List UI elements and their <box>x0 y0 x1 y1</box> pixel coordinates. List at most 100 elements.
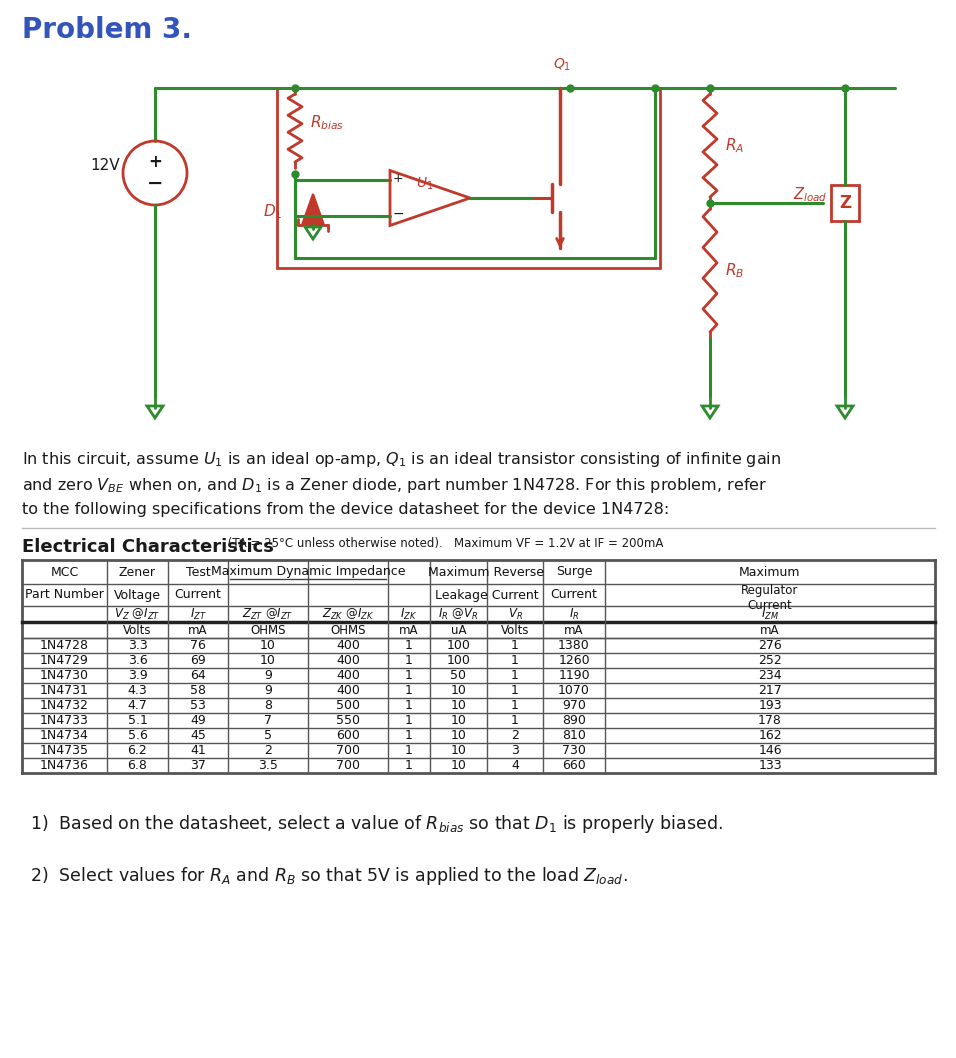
Text: 970: 970 <box>562 699 586 712</box>
Text: 37: 37 <box>190 759 206 772</box>
Text: 9: 9 <box>264 685 272 697</box>
Text: 45: 45 <box>190 729 206 742</box>
Text: 1: 1 <box>405 729 413 742</box>
Text: $R_{bias}$: $R_{bias}$ <box>310 113 344 132</box>
Text: 1: 1 <box>405 699 413 712</box>
Text: 10: 10 <box>450 759 467 772</box>
Text: Part Number: Part Number <box>25 588 104 602</box>
Text: Voltage: Voltage <box>114 588 161 602</box>
Text: 1: 1 <box>511 669 519 682</box>
Text: Regulator
Current: Regulator Current <box>741 584 798 612</box>
Text: and zero $V_{BE}$ when on, and $D_1$ is a Zener diode, part number 1N4728. For t: and zero $V_{BE}$ when on, and $D_1$ is … <box>22 476 768 495</box>
Text: $Z_{ZK}\ @I_{ZK}$: $Z_{ZK}\ @I_{ZK}$ <box>322 606 374 621</box>
Text: mA: mA <box>188 623 207 637</box>
Text: 730: 730 <box>562 744 586 758</box>
Text: 8: 8 <box>264 699 272 712</box>
Text: 1: 1 <box>511 699 519 712</box>
Text: 3: 3 <box>511 744 519 758</box>
Text: Current: Current <box>175 588 222 602</box>
Text: 69: 69 <box>190 654 206 667</box>
Polygon shape <box>302 194 324 225</box>
Text: 5.6: 5.6 <box>127 729 147 742</box>
Text: 1N4735: 1N4735 <box>40 744 89 758</box>
Text: Current: Current <box>551 588 598 602</box>
Text: 53: 53 <box>190 699 206 712</box>
Text: 400: 400 <box>337 654 360 667</box>
Text: $Z_{ZT}\ @I_{ZT}$: $Z_{ZT}\ @I_{ZT}$ <box>242 606 293 621</box>
Text: 58: 58 <box>190 685 206 697</box>
Bar <box>831 185 859 221</box>
Text: uA: uA <box>450 623 467 637</box>
Text: 660: 660 <box>562 759 586 772</box>
Text: 5.1: 5.1 <box>127 714 147 727</box>
Text: 1260: 1260 <box>558 654 590 667</box>
Text: 100: 100 <box>446 639 470 652</box>
Text: 500: 500 <box>336 699 360 712</box>
Text: $R_A$: $R_A$ <box>725 136 744 154</box>
Text: 64: 64 <box>190 669 206 682</box>
Text: 162: 162 <box>758 729 782 742</box>
Text: 1: 1 <box>511 639 519 652</box>
Text: $I_R\ @V_R$: $I_R\ @V_R$ <box>439 606 479 621</box>
Text: 5: 5 <box>264 729 272 742</box>
Text: Maximum Dynamic Impedance: Maximum Dynamic Impedance <box>210 565 405 579</box>
Text: 234: 234 <box>758 669 782 682</box>
Text: 76: 76 <box>190 639 206 652</box>
Text: (TA = 25°C unless otherwise noted).   Maximum VF = 1.2V at IF = 200mA: (TA = 25°C unless otherwise noted). Maxi… <box>224 537 663 550</box>
Text: $R_B$: $R_B$ <box>725 261 744 280</box>
Text: Electrical Characteristics: Electrical Characteristics <box>22 539 273 557</box>
Text: $V_Z\ @I_{ZT}$: $V_Z\ @I_{ZT}$ <box>115 606 161 621</box>
Text: Zener: Zener <box>119 565 156 579</box>
Text: 1: 1 <box>405 744 413 758</box>
Text: 50: 50 <box>450 669 467 682</box>
Text: 12V: 12V <box>90 158 120 172</box>
Text: 1: 1 <box>511 685 519 697</box>
Text: 2: 2 <box>511 729 519 742</box>
Text: 7: 7 <box>264 714 272 727</box>
Text: 133: 133 <box>758 759 782 772</box>
Text: Volts: Volts <box>123 623 152 637</box>
Text: 10: 10 <box>450 744 467 758</box>
Text: 3.3: 3.3 <box>127 639 147 652</box>
Text: 1N4733: 1N4733 <box>40 714 89 727</box>
Text: $U_1$: $U_1$ <box>416 176 434 193</box>
Text: Maximum: Maximum <box>739 565 801 579</box>
Text: OHMS: OHMS <box>250 623 286 637</box>
Text: 1380: 1380 <box>558 639 590 652</box>
Text: −: − <box>392 207 403 221</box>
Text: 700: 700 <box>336 759 360 772</box>
Text: $Q_1$: $Q_1$ <box>553 56 571 73</box>
Text: Volts: Volts <box>501 623 530 637</box>
Text: 276: 276 <box>758 639 782 652</box>
Text: 10: 10 <box>450 729 467 742</box>
Text: 1N4736: 1N4736 <box>40 759 89 772</box>
Text: $Z_{load}$: $Z_{load}$ <box>793 185 827 204</box>
Text: 1190: 1190 <box>558 669 590 682</box>
Text: 10: 10 <box>260 639 276 652</box>
Text: 6.8: 6.8 <box>127 759 147 772</box>
Text: 1: 1 <box>405 654 413 667</box>
Text: 3.9: 3.9 <box>127 669 147 682</box>
Text: 193: 193 <box>758 699 782 712</box>
Text: +: + <box>393 171 403 184</box>
Text: 10: 10 <box>450 685 467 697</box>
Text: Leakage Current: Leakage Current <box>435 588 538 602</box>
Text: 3.5: 3.5 <box>258 759 278 772</box>
Text: Surge: Surge <box>555 565 593 579</box>
Text: Test: Test <box>185 565 210 579</box>
Text: 1: 1 <box>405 714 413 727</box>
Text: 146: 146 <box>758 744 782 758</box>
Text: 10: 10 <box>450 714 467 727</box>
Text: 890: 890 <box>562 714 586 727</box>
Text: 252: 252 <box>758 654 782 667</box>
Text: −: − <box>147 174 163 193</box>
Text: 1N4734: 1N4734 <box>40 729 89 742</box>
Text: 1: 1 <box>405 685 413 697</box>
Text: 3.6: 3.6 <box>127 654 147 667</box>
Text: Z: Z <box>839 194 851 212</box>
Text: 49: 49 <box>190 714 206 727</box>
Text: $D_1$: $D_1$ <box>263 202 282 221</box>
Text: $I_{ZM}$: $I_{ZM}$ <box>761 606 779 621</box>
Text: to the following specifications from the device datasheet for the device 1N4728:: to the following specifications from the… <box>22 501 669 517</box>
Text: 2)  Select values for $R_A$ and $R_B$ so that 5V is applied to the load $Z_{load: 2) Select values for $R_A$ and $R_B$ so … <box>30 865 628 887</box>
